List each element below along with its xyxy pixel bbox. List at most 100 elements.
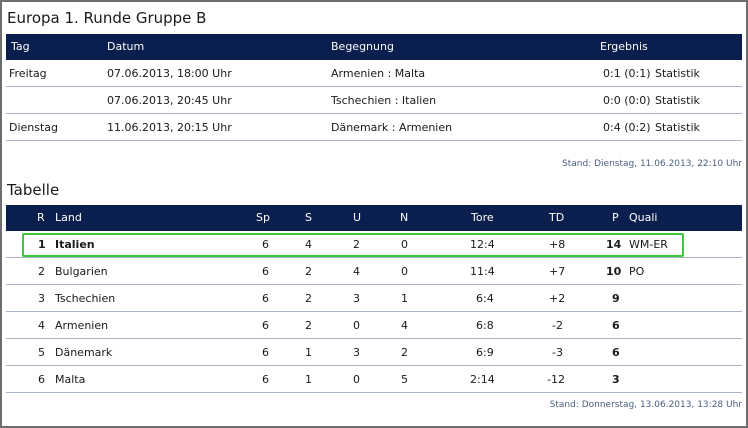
- goals: 2:14: [470, 373, 495, 386]
- draws: 3: [353, 292, 360, 305]
- match-row: Dienstag 11.06.2013, 20:15 Uhr Dänemark …: [6, 114, 742, 141]
- goals: 6:4: [476, 292, 494, 305]
- rank: 6: [38, 373, 45, 386]
- losses: 0: [401, 265, 408, 278]
- team-name: Armenien: [55, 319, 109, 332]
- points: 6: [612, 319, 620, 332]
- header-s: S: [305, 211, 312, 224]
- table-timestamp: Stand: Donnerstag, 13.06.2013, 13:28 Uhr: [549, 400, 742, 410]
- points: 10: [606, 265, 622, 278]
- played: 6: [262, 292, 269, 305]
- header-n: N: [400, 211, 409, 224]
- draws: 0: [353, 319, 360, 332]
- header-td: TD: [549, 211, 565, 224]
- goal-diff: -3: [552, 346, 563, 359]
- draws: 4: [353, 265, 360, 278]
- header-land: Land: [55, 211, 82, 224]
- header-sp: Sp: [256, 211, 270, 224]
- goal-diff: +2: [549, 292, 566, 305]
- match-pairing: Armenien : Malta: [331, 67, 426, 80]
- points: 14: [606, 238, 622, 251]
- standings-row: 3 Tschechien 6 2 3 1 6:4 +2 9: [6, 285, 742, 312]
- statistik-link[interactable]: Statistik: [655, 121, 700, 134]
- match-row: 07.06.2013, 20:45 Uhr Tschechien : Itali…: [6, 87, 742, 114]
- match-day: Dienstag: [9, 121, 59, 134]
- wins: 4: [305, 238, 312, 251]
- wins: 2: [305, 319, 312, 332]
- goal-diff: -12: [547, 373, 565, 386]
- team-name: Dänemark: [55, 346, 113, 359]
- team-name: Italien: [55, 238, 95, 251]
- standings-row: 4 Armenien 6 2 0 4 6:8 -2 6: [6, 312, 742, 339]
- wins: 1: [305, 346, 312, 359]
- rank: 2: [38, 265, 45, 278]
- match-day: Freitag: [9, 67, 47, 80]
- table-section-title: Tabelle: [7, 181, 60, 199]
- goal-diff: +7: [549, 265, 566, 278]
- wins: 1: [305, 373, 312, 386]
- team-name: Malta: [55, 373, 86, 386]
- match-pairing: Dänemark : Armenien: [331, 121, 453, 134]
- header-begegnung: Begegnung: [331, 40, 394, 53]
- goal-diff: -2: [552, 319, 563, 332]
- header-ergebnis: Ergebnis: [600, 40, 648, 53]
- highlight-box: [22, 233, 684, 257]
- losses: 0: [401, 238, 408, 251]
- match-date: 11.06.2013, 20:15 Uhr: [107, 121, 232, 134]
- standings-row: 5 Dänemark 6 1 3 2 6:9 -3 6: [6, 339, 742, 366]
- header-datum: Datum: [107, 40, 145, 53]
- rank: 5: [38, 346, 45, 359]
- points: 9: [612, 292, 620, 305]
- match-pairing: Tschechien : Italien: [331, 94, 437, 107]
- losses: 4: [401, 319, 408, 332]
- header-u: U: [353, 211, 362, 224]
- played: 6: [262, 238, 269, 251]
- match-result: 0:0 (0:0): [603, 94, 651, 107]
- goals: 11:4: [470, 265, 495, 278]
- rank: 1: [38, 238, 46, 251]
- standings-row: 2 Bulgarien 6 2 4 0 11:4 +7 10 PO: [6, 258, 742, 285]
- points: 3: [612, 373, 620, 386]
- statistik-link[interactable]: Statistik: [655, 67, 700, 80]
- team-name: Tschechien: [55, 292, 116, 305]
- statistik-link[interactable]: Statistik: [655, 94, 700, 107]
- wins: 2: [305, 265, 312, 278]
- goals: 6:9: [476, 346, 494, 359]
- match-table-header: Tag Datum Begegnung Ergebnis: [6, 34, 742, 60]
- match-date: 07.06.2013, 20:45 Uhr: [107, 94, 232, 107]
- goals: 12:4: [470, 238, 495, 251]
- played: 6: [262, 346, 269, 359]
- losses: 2: [401, 346, 408, 359]
- standings-header: R Land Sp S U N Tore TD P Quali: [6, 205, 742, 231]
- points: 6: [612, 346, 620, 359]
- header-p: P: [612, 211, 619, 224]
- header-tag: Tag: [11, 40, 30, 53]
- qualification: WM-ER: [629, 238, 668, 251]
- header-rank: R: [37, 211, 45, 224]
- wins: 2: [305, 292, 312, 305]
- rank: 4: [38, 319, 45, 332]
- match-result: 0:1 (0:1): [603, 67, 651, 80]
- losses: 1: [401, 292, 408, 305]
- header-quali: Quali: [629, 211, 658, 224]
- draws: 3: [353, 346, 360, 359]
- draws: 2: [353, 238, 360, 251]
- qualification: PO: [629, 265, 645, 278]
- played: 6: [262, 319, 269, 332]
- match-result: 0:4 (0:2): [603, 121, 651, 134]
- team-name: Bulgarien: [55, 265, 108, 278]
- standings-row: 6 Malta 6 1 0 5 2:14 -12 3: [6, 366, 742, 393]
- played: 6: [262, 265, 269, 278]
- match-timestamp: Stand: Dienstag, 11.06.2013, 22:10 Uhr: [562, 159, 742, 169]
- goal-diff: +8: [549, 238, 566, 251]
- header-tore: Tore: [471, 211, 494, 224]
- standings-row: 1 Italien 6 4 2 0 12:4 +8 14 WM-ER: [6, 231, 742, 258]
- played: 6: [262, 373, 269, 386]
- match-section-title: Europa 1. Runde Gruppe B: [7, 9, 207, 27]
- goals: 6:8: [476, 319, 494, 332]
- rank: 3: [38, 292, 45, 305]
- draws: 0: [353, 373, 360, 386]
- match-row: Freitag 07.06.2013, 18:00 Uhr Armenien :…: [6, 60, 742, 87]
- match-date: 07.06.2013, 18:00 Uhr: [107, 67, 232, 80]
- losses: 5: [401, 373, 408, 386]
